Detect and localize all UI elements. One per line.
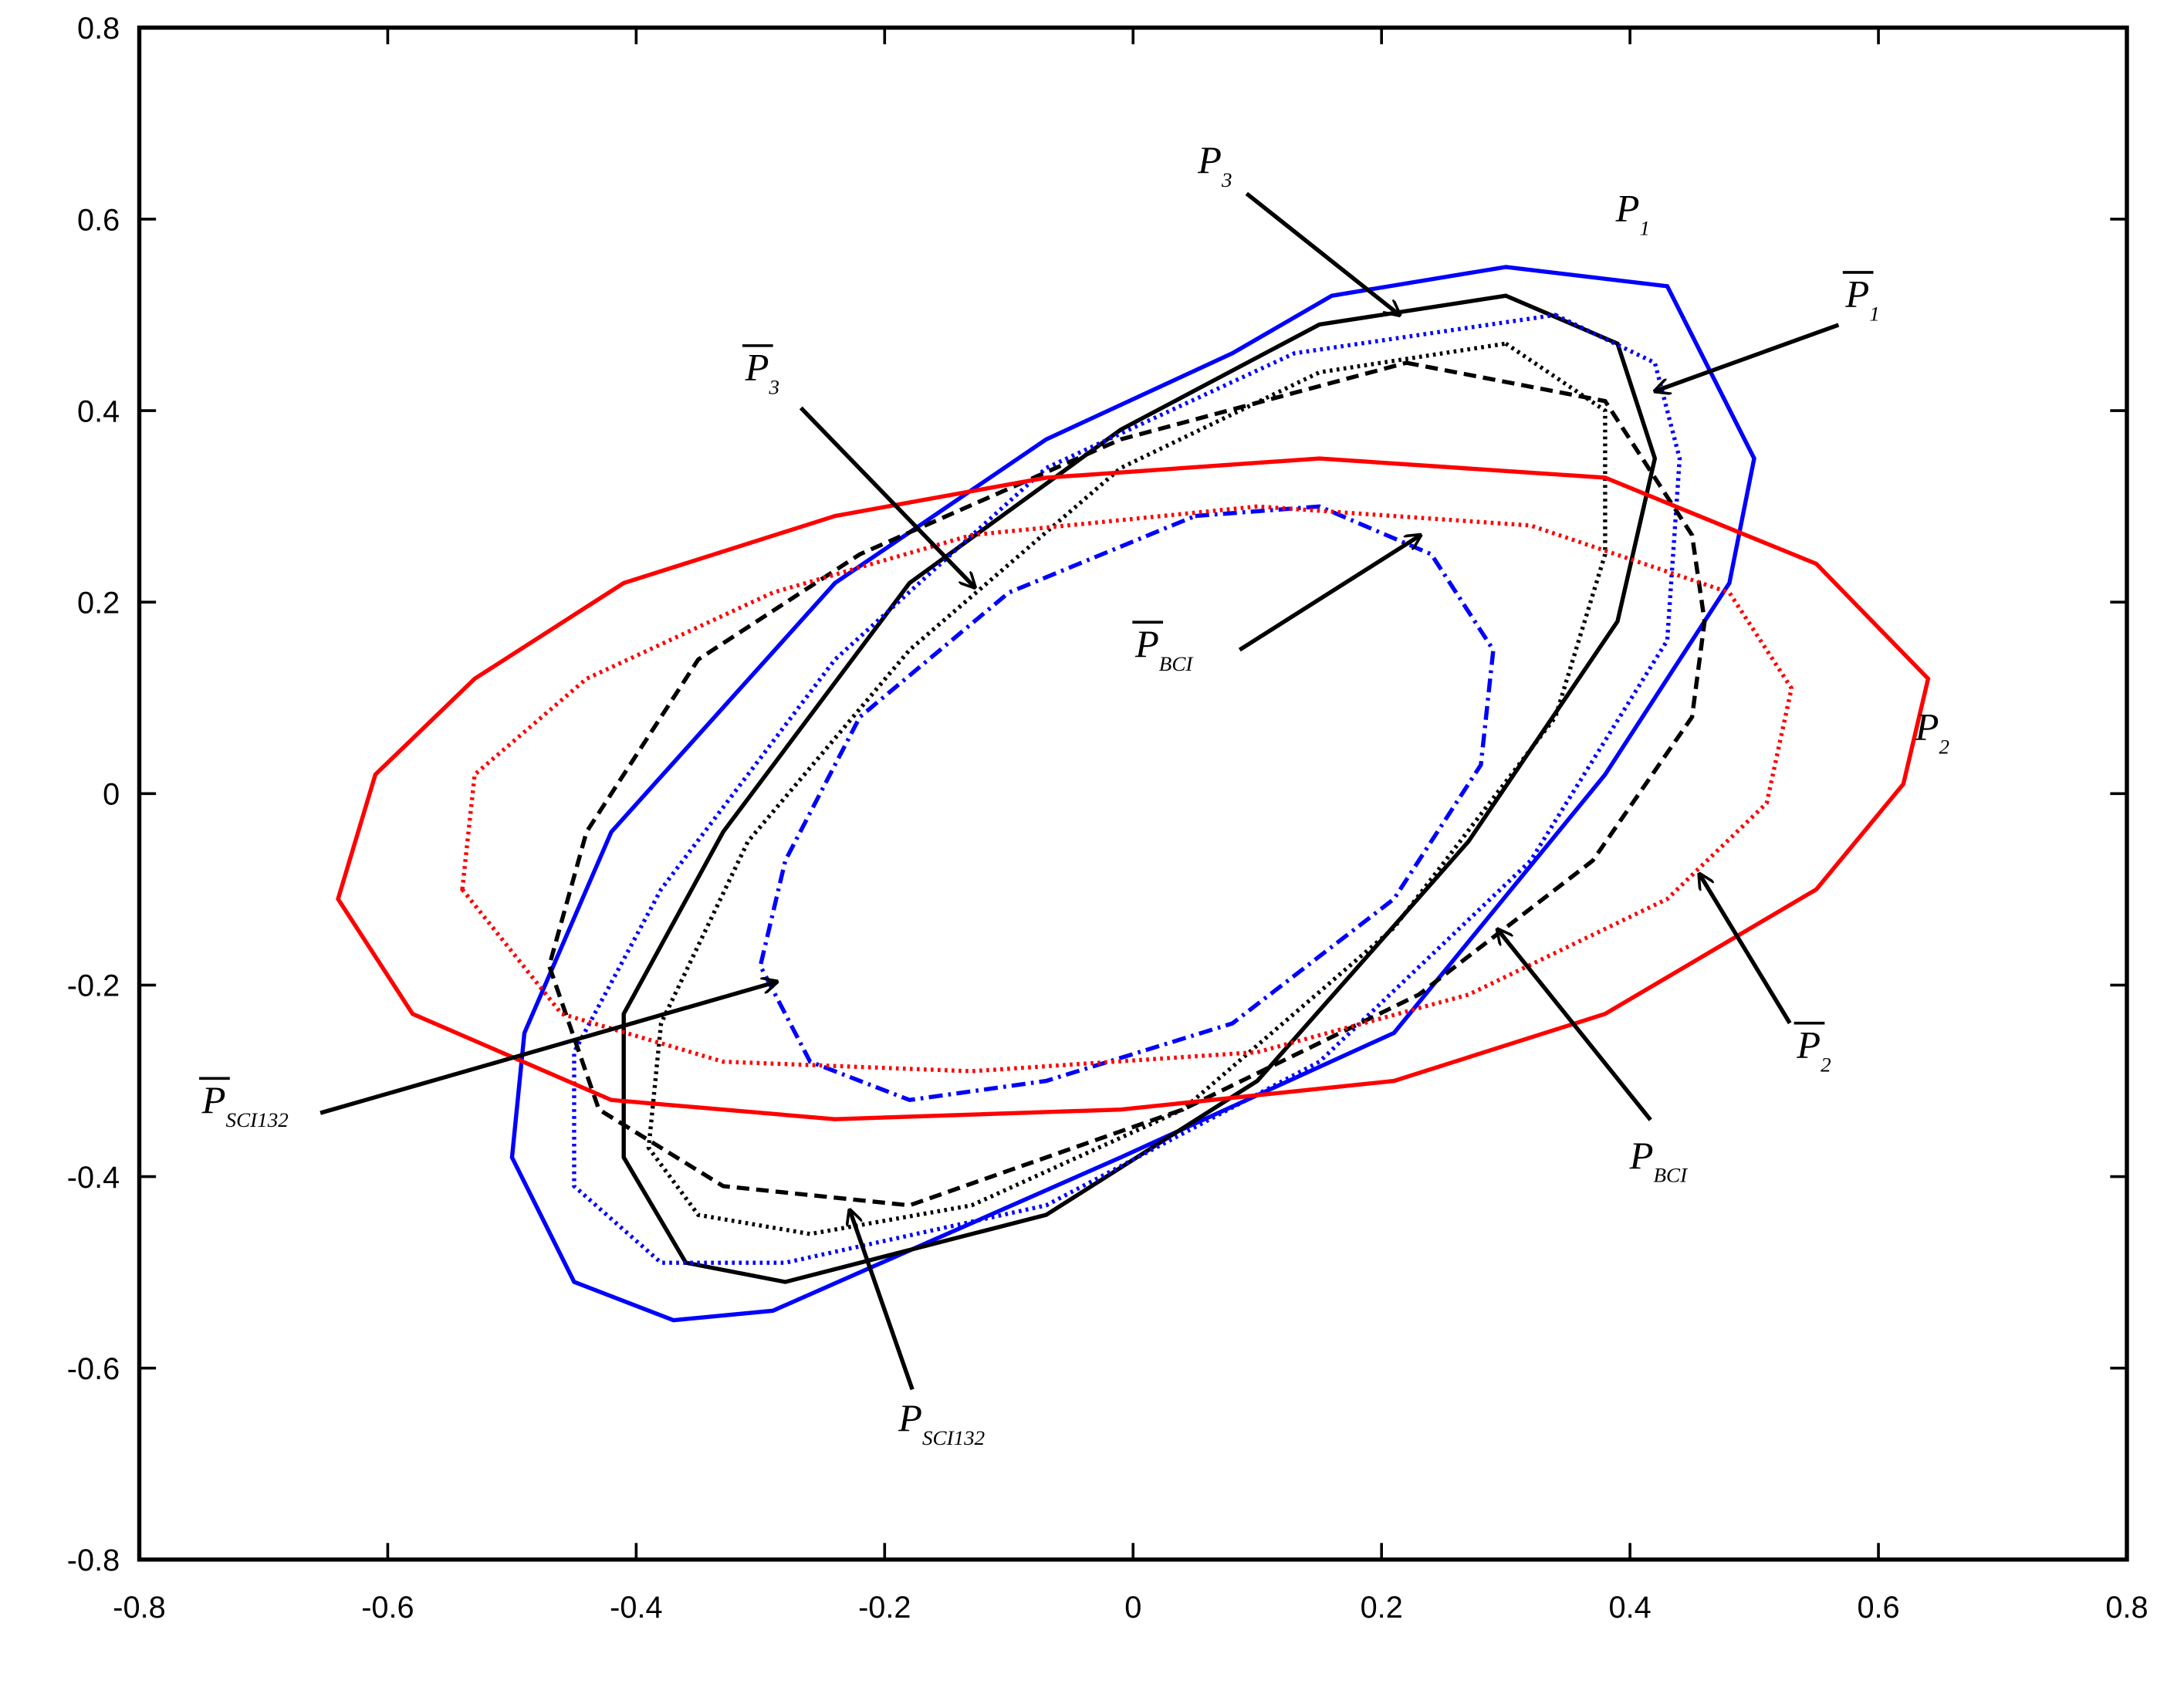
ellipse-line — [572, 313, 1682, 1265]
ellipse-line — [509, 265, 1756, 1323]
annotation-symbol: P — [1615, 187, 1640, 230]
annotation-arrow — [319, 982, 777, 1115]
y-tick-label: -0.8 — [67, 1544, 120, 1577]
annotation-subscript: 3 — [768, 376, 779, 399]
y-tick-label: -0.2 — [67, 969, 120, 1003]
y-tick-label: -0.6 — [67, 1352, 120, 1386]
annotation-symbol: P — [1629, 1134, 1654, 1177]
annotation-arrow — [1238, 535, 1421, 652]
x-tick-label: -0.4 — [610, 1591, 662, 1625]
x-tick-label: 0 — [1124, 1591, 1141, 1625]
y-tick-label: 0.2 — [77, 587, 120, 621]
annotation-symbol: P — [1844, 272, 1869, 316]
ellipse-line — [336, 456, 1931, 1121]
annotation-subscript: 1 — [1869, 303, 1880, 326]
annotation-label: P3 — [1197, 138, 1232, 191]
annotation-subscript: SCI132 — [226, 1108, 289, 1131]
annotation-label: PBCI — [1629, 1134, 1689, 1187]
annotation-subscript: BCI — [1654, 1164, 1689, 1187]
annotation-label: P2 — [1796, 1023, 1831, 1077]
annotation-arrow — [1245, 191, 1400, 316]
annotation-subscript: 1 — [1639, 217, 1650, 240]
annotation-arrow — [1497, 929, 1652, 1121]
annotation-label: P3 — [745, 346, 779, 399]
annotation-symbol: P — [1915, 705, 1939, 749]
ellipse-line — [546, 360, 1707, 1208]
x-tick-label: -0.8 — [113, 1591, 165, 1625]
annotation-symbol: P — [1796, 1023, 1821, 1067]
plot-frame — [137, 25, 2129, 1562]
annotation-symbol: P — [745, 346, 769, 389]
annotation-subscript: SCI132 — [922, 1426, 985, 1449]
ellipse-line — [758, 504, 1496, 1103]
annotation-arrow — [1655, 323, 1840, 391]
y-tick-label: 0.6 — [77, 203, 120, 237]
x-tick-label: -0.2 — [858, 1591, 911, 1625]
ellipse-line — [621, 293, 1658, 1284]
annotation-label: PBCI — [1134, 622, 1194, 675]
y-tick-label: -0.4 — [67, 1161, 120, 1195]
annotation-label: P2 — [1915, 705, 1949, 759]
annotation-subscript: 2 — [1821, 1053, 1831, 1076]
ellipse-line — [460, 504, 1794, 1074]
x-tick-label: 0.4 — [1609, 1591, 1652, 1625]
y-tick-label: 0.4 — [77, 395, 120, 429]
y-tick-label: 0.8 — [77, 12, 120, 46]
annotation-label: PSCI132 — [898, 1396, 985, 1449]
annotation-label: P1 — [1615, 187, 1650, 240]
x-tick-label: 0.8 — [2105, 1591, 2148, 1625]
annotation-symbol: P — [1197, 138, 1222, 181]
ellipse-line — [646, 341, 1608, 1236]
annotation-subscript: 3 — [1221, 168, 1232, 191]
annotation-subscript: BCI — [1159, 652, 1195, 675]
annotation-symbol: P — [201, 1078, 226, 1121]
annotation-symbol: P — [1134, 622, 1159, 665]
annotation-subscript: 2 — [1939, 735, 1950, 758]
annotation-arrow — [799, 406, 975, 587]
annotation-arrow — [1699, 874, 1792, 1025]
annotation-symbol: P — [898, 1396, 922, 1439]
x-tick-label: -0.6 — [361, 1591, 414, 1625]
x-tick-label: 0.2 — [1361, 1591, 1403, 1625]
x-tick-label: 0.6 — [1857, 1591, 1899, 1625]
annotation-label: PSCI132 — [201, 1078, 289, 1131]
y-tick-label: 0 — [103, 778, 120, 812]
annotation-label: P1 — [1844, 272, 1879, 326]
annotation-arrow — [850, 1210, 915, 1391]
